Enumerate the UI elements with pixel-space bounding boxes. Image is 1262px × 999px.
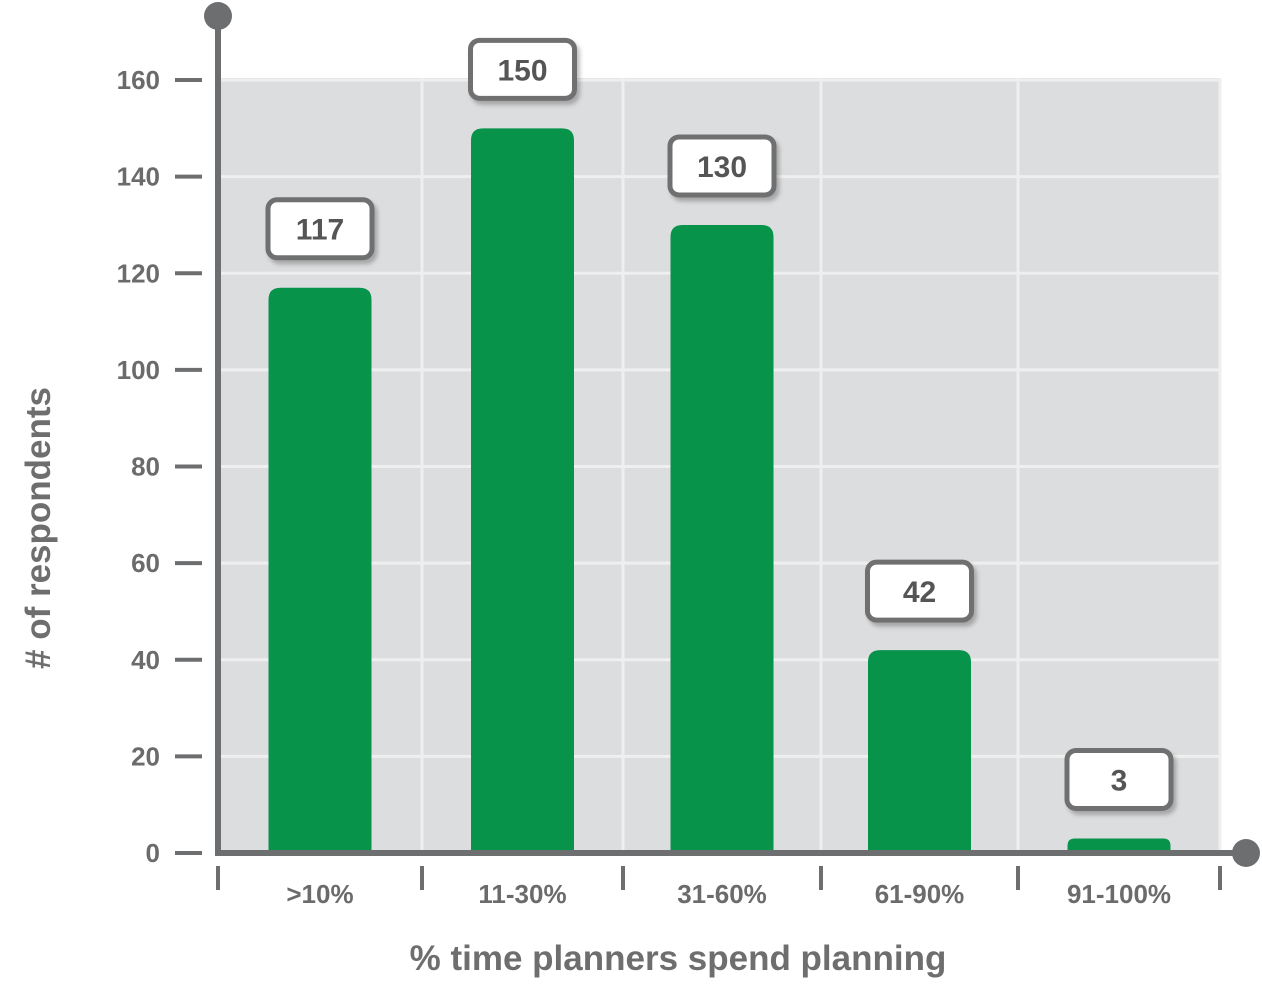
- y-tick-label: 0: [146, 838, 160, 868]
- vertical-gridlines: [420, 78, 1222, 853]
- y-axis-title: # of respondents: [19, 387, 58, 669]
- y-tick-label: 160: [117, 65, 160, 95]
- value-label: 42: [903, 576, 936, 609]
- y-tick-label: 20: [131, 741, 160, 771]
- value-label-box: [667, 134, 777, 198]
- category-label: 11-30%: [478, 879, 566, 909]
- category-label: >10%: [286, 879, 353, 909]
- bar: [868, 650, 971, 853]
- bars: [268, 128, 1171, 853]
- value-label: 130: [697, 151, 747, 184]
- y-tick-label: 120: [117, 258, 160, 288]
- bar: [670, 224, 774, 853]
- category-label: 61-90%: [875, 879, 965, 909]
- value-labels: 117 150 130 42 3: [265, 37, 1174, 812]
- value-label-box: [265, 197, 375, 261]
- y-tick-label: 60: [131, 548, 160, 578]
- y-axis-endpoint: [204, 2, 232, 30]
- category-labels: >10% 11-30% 31-60% 61-90% 91-100%: [286, 879, 1171, 909]
- category-label: 31-60%: [677, 879, 767, 909]
- y-tick-label: 40: [131, 645, 160, 675]
- value-label-box: [468, 37, 577, 101]
- bar: [471, 128, 574, 853]
- value-label: 150: [497, 54, 547, 87]
- x-axis-title: % time planners spend planning: [410, 939, 947, 978]
- value-label-box: [865, 559, 974, 623]
- value-label: 3: [1111, 765, 1128, 798]
- y-tick-label: 140: [117, 162, 160, 192]
- bar: [1067, 838, 1171, 853]
- y-tick-label: 80: [131, 452, 160, 482]
- y-tick-label: 100: [117, 355, 160, 385]
- category-label: 91-100%: [1067, 879, 1171, 909]
- x-axis-ticks: [216, 866, 1222, 890]
- y-axis-ticks: 0 20 40 60 80 100 120 140 160: [117, 65, 202, 868]
- value-label-box: [1064, 748, 1174, 812]
- x-axis-endpoint: [1232, 839, 1260, 867]
- axes: [204, 2, 1260, 867]
- value-label: 117: [296, 214, 344, 247]
- bar: [268, 287, 372, 853]
